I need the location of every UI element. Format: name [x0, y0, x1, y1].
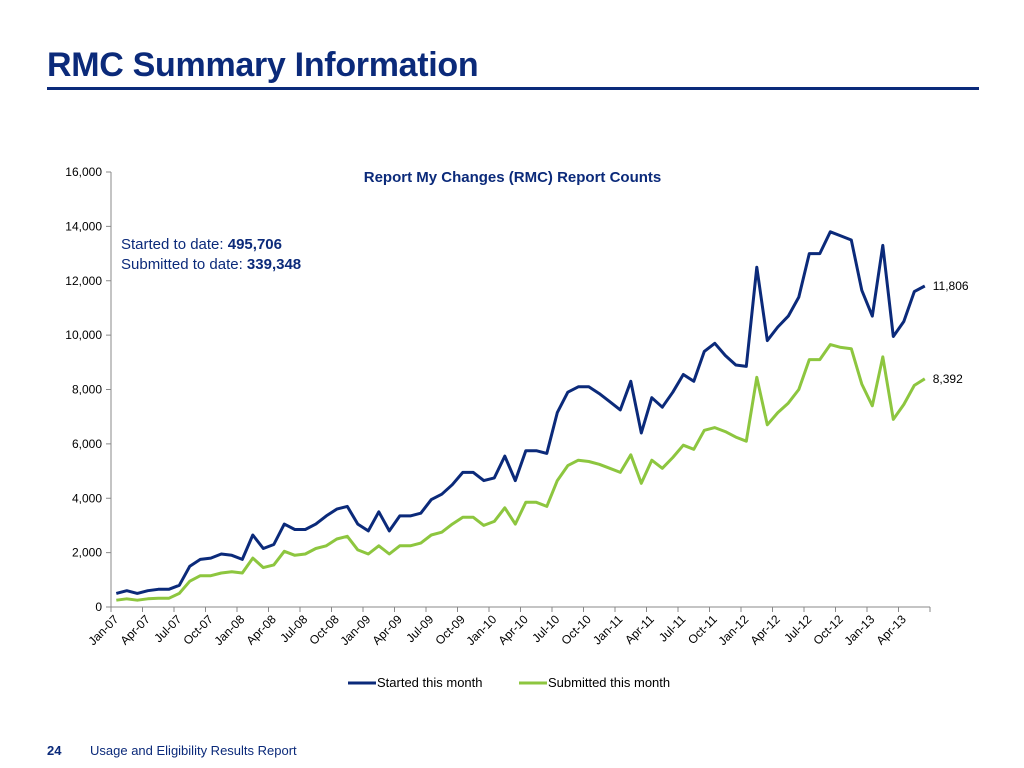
legend-label-submitted: Submitted this month [548, 675, 670, 690]
submitted-total-label: Submitted to date: [121, 256, 247, 273]
x-tick-label: Oct-10 [559, 612, 595, 648]
x-tick-label: Jan-09 [338, 612, 374, 648]
x-tick-label: Oct-08 [307, 612, 343, 648]
started-total-line: Started to date: 495,706 [121, 235, 301, 255]
x-tick-label: Oct-12 [811, 612, 847, 648]
footer-text: Usage and Eligibility Results Report [90, 743, 297, 758]
end-value-label-started: 11,806 [933, 279, 969, 293]
y-tick-label: 14,000 [65, 219, 102, 233]
end-value-label-submitted: 8,392 [933, 372, 963, 386]
x-tick-label: Jul-08 [277, 612, 310, 645]
y-tick-label: 4,000 [72, 491, 102, 505]
totals-annotation: Started to date: 495,706 Submitted to da… [121, 235, 301, 275]
x-tick-label: Apr-10 [495, 612, 531, 648]
x-tick-label: Apr-09 [369, 612, 405, 648]
y-tick-label: 2,000 [72, 546, 102, 560]
x-tick-label: Jul-09 [403, 612, 436, 645]
x-tick-label: Apr-11 [622, 612, 657, 647]
x-tick-label: Jul-10 [529, 612, 562, 645]
x-tick-label: Jan-12 [716, 612, 752, 648]
x-tick-label: Oct-07 [181, 612, 217, 648]
x-tick-label: Jan-13 [842, 612, 878, 648]
series-line-started [115, 230, 926, 595]
y-tick-label: 8,000 [72, 383, 102, 397]
y-tick-label: 10,000 [65, 328, 102, 342]
page-title: RMC Summary Information [47, 46, 479, 84]
y-tick-label: 16,000 [65, 165, 102, 179]
x-tick-label: Jan-08 [212, 612, 248, 648]
started-total-label: Started to date: [121, 236, 228, 253]
x-tick-label: Apr-07 [117, 612, 153, 648]
y-tick-label: 6,000 [72, 437, 102, 451]
x-tick-label: Jul-11 [656, 612, 689, 645]
title-divider [47, 87, 979, 90]
x-tick-label: Jan-11 [590, 612, 625, 647]
x-tick-label: Apr-12 [747, 612, 783, 648]
x-tick-label: Jan-10 [464, 612, 500, 648]
x-tick-label: Oct-09 [433, 612, 469, 648]
page-number: 24 [47, 743, 62, 758]
x-tick-label: Jan-07 [86, 612, 122, 648]
submitted-total-line: Submitted to date: 339,348 [121, 255, 301, 275]
chart-title: Report My Changes (RMC) Report Counts [363, 169, 662, 186]
x-tick-label: Apr-13 [873, 612, 909, 648]
legend-label-started: Started this month [377, 675, 483, 690]
started-total-value: 495,706 [227, 236, 282, 253]
x-tick-label: Jul-12 [781, 612, 814, 645]
x-tick-label: Oct-11 [685, 612, 720, 647]
x-tick-label: Apr-08 [243, 612, 279, 648]
series-line-submitted [116, 343, 926, 602]
y-tick-label: 0 [95, 600, 102, 614]
x-tick-label: Jul-07 [151, 612, 184, 645]
submitted-total-value: 339,348 [246, 256, 302, 273]
y-tick-label: 12,000 [65, 274, 102, 288]
